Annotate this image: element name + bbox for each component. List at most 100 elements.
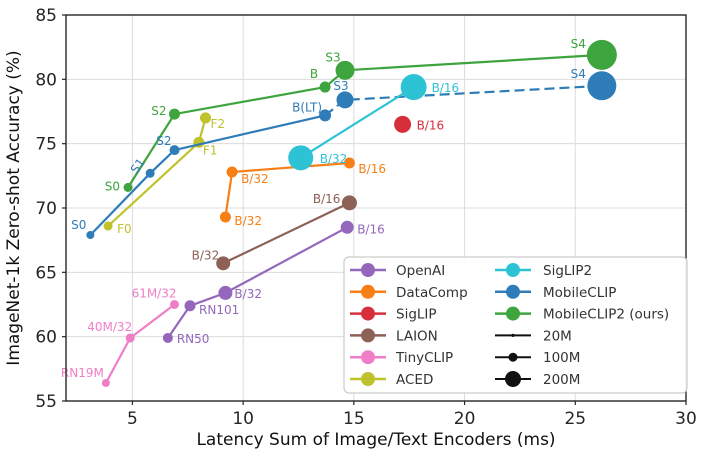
annotation-61M-32: 61M/32 [132, 287, 177, 301]
annotation-F2: F2 [211, 117, 226, 131]
annotation-B-16: B/16 [432, 81, 460, 95]
legend-item-label: MobileCLIP2 (ours) [543, 307, 669, 323]
legend-item-tinyclip: TinyCLIP [350, 350, 453, 366]
legend-item-label: SigLIP [396, 307, 437, 323]
legend-item-100m: 100M [495, 350, 580, 366]
legend-item-label: OpenAI [396, 263, 445, 279]
y-tick-label-85: 85 [35, 6, 57, 26]
point-B-32 [218, 285, 233, 300]
legend-item-label: 20M [543, 328, 572, 344]
annotation-B: B [310, 67, 318, 81]
x-axis-label: Latency Sum of Image/Text Encoders (ms) [196, 430, 556, 450]
legend-item-siglip: SigLIP [350, 306, 437, 323]
point-S2 [169, 145, 180, 156]
point-F0 [103, 221, 113, 231]
x-tick-label-10: 10 [232, 409, 254, 429]
annotation-B-16: B/16 [313, 192, 341, 206]
point-40M-32 [125, 333, 135, 343]
series-aced [103, 112, 211, 231]
legend-item-20m: 20M [495, 328, 572, 344]
annotation-S0: S0 [105, 179, 120, 193]
x-tick-label-25: 25 [564, 409, 586, 429]
line-dashed [324, 84, 602, 117]
series-mobileclip2-ours- [123, 39, 617, 192]
annotation-S3: S3 [325, 50, 340, 64]
point-B-16 [400, 74, 427, 101]
series-siglip2 [288, 74, 427, 171]
legend-item-label: 100M [543, 350, 580, 366]
series-tinyclip [101, 300, 179, 387]
series-laion [216, 195, 357, 271]
legend-item-label: TinyCLIP [395, 350, 453, 366]
annotation-S2: S2 [151, 104, 166, 118]
annotation-B-32: B/32 [241, 172, 269, 186]
y-tick-label-75: 75 [35, 135, 57, 155]
annotation-40M-32: 40M/32 [87, 320, 132, 334]
y-tick-label-80: 80 [35, 70, 57, 90]
point-B-16 [394, 115, 412, 133]
point-B-32 [226, 166, 238, 178]
point-S0 [86, 231, 95, 240]
annotation-B-32: B/32 [234, 214, 262, 228]
series-mobileclip [86, 71, 617, 240]
point-B-LT- [319, 109, 332, 122]
legend-item-label: LAION [396, 328, 438, 344]
annotation-B-16: B/16 [358, 162, 386, 176]
annotation-RN50: RN50 [177, 332, 210, 346]
legend-item-datacomp: DataComp [350, 284, 468, 301]
point-61M-32 [170, 300, 179, 309]
point-S4 [586, 39, 617, 70]
legend-marker-dot [361, 306, 375, 321]
point-S1 [145, 168, 155, 178]
annotation-RN19M: RN19M [61, 366, 104, 380]
annotation-B-LT-: B(LT) [292, 100, 322, 114]
point-S4 [587, 71, 617, 101]
legend-item-openai: OpenAI [350, 263, 445, 279]
annotation-B-16: B/16 [417, 118, 445, 132]
annotation-B-32: B/32 [320, 152, 348, 166]
legend-size-dot [511, 333, 515, 337]
y-tick-label-65: 65 [35, 263, 57, 283]
legend-marker-dot [361, 328, 375, 343]
line-solid [166, 226, 348, 339]
legend-marker-dot [361, 284, 375, 299]
point-RN101 [184, 300, 196, 312]
legend-item-laion: LAION [350, 328, 438, 344]
annotation-S2: S2 [156, 134, 171, 148]
legend-item-label: 200M [543, 372, 580, 388]
point-S2 [169, 108, 180, 120]
annotation-S4: S4 [571, 67, 586, 81]
legend-size-dot [505, 371, 521, 387]
annotation-S3: S3 [333, 79, 348, 93]
annotation-F1: F1 [203, 143, 218, 157]
legend-marker-dot [506, 306, 520, 321]
series-siglip [394, 115, 412, 133]
y-tick-label-60: 60 [35, 328, 57, 348]
point-B [319, 81, 331, 93]
point-RN19M [101, 378, 110, 387]
point-S0 [123, 182, 133, 192]
legend-marker-dot [361, 263, 375, 277]
annotation-RN101: RN101 [199, 303, 239, 317]
annotation-B-16: B/16 [357, 222, 385, 236]
legend-item-aced: ACED [350, 372, 433, 388]
point-S3 [336, 91, 354, 109]
legend-item-mobileclip2-ours-: MobileCLIP2 (ours) [495, 306, 669, 323]
annotation-S4: S4 [571, 37, 586, 51]
legend-marker-dot [361, 350, 375, 365]
x-tick-label-20: 20 [454, 409, 476, 429]
point-B-16 [341, 195, 357, 211]
series-datacomp [219, 157, 355, 223]
point-B-32 [288, 145, 314, 171]
line-solid [300, 86, 415, 159]
y-tick-label-55: 55 [35, 392, 57, 412]
point-B-16 [343, 157, 355, 169]
point-B-16 [340, 220, 354, 234]
legend-item-label: DataComp [396, 285, 468, 301]
point-RN50 [162, 332, 173, 343]
legend-box [343, 256, 688, 394]
legend-marker-dot [361, 372, 375, 386]
legend-marker-dot [506, 284, 520, 299]
annotation-S0: S0 [71, 218, 86, 232]
